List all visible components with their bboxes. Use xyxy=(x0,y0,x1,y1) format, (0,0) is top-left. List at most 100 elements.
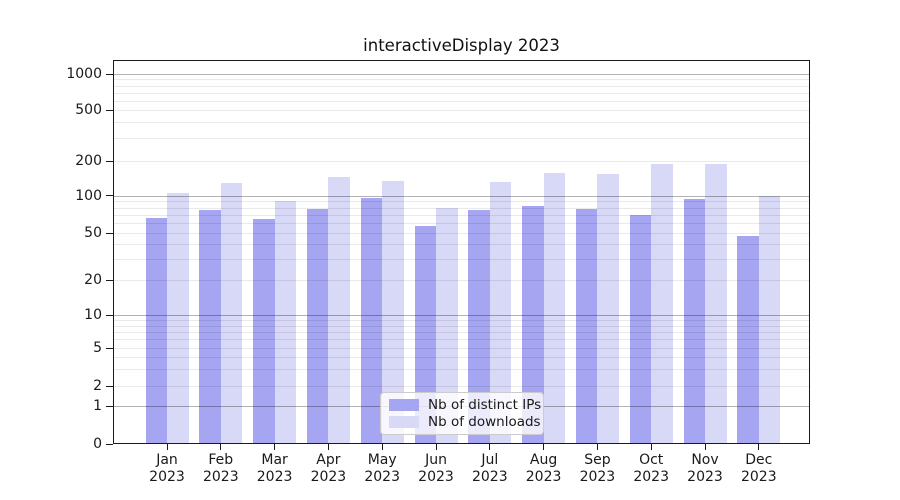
gridline-minor xyxy=(113,201,810,203)
x-axis-tick xyxy=(758,444,760,450)
bar xyxy=(489,182,512,444)
x-tick-label: Dec 2023 xyxy=(740,452,777,485)
y-axis-tick xyxy=(106,443,113,445)
y-axis-tick xyxy=(106,232,113,234)
gridline-minor xyxy=(113,223,810,225)
gridline-minor xyxy=(113,325,810,327)
bar xyxy=(274,200,297,444)
y-axis-tick xyxy=(106,279,113,281)
y-axis-tick xyxy=(106,160,113,162)
x-axis-tick xyxy=(650,444,652,450)
bar xyxy=(306,208,329,444)
x-tick-label: Mar 2023 xyxy=(256,452,293,485)
gridline-minor xyxy=(113,85,810,87)
legend: Nb of distinct IPs Nb of downloads xyxy=(380,392,544,435)
legend-label: Nb of distinct IPs xyxy=(428,396,542,413)
x-axis-tick xyxy=(489,444,491,450)
x-axis-tick xyxy=(381,444,383,450)
x-axis-tick xyxy=(220,444,222,450)
bar xyxy=(145,217,167,444)
x-tick-label: Oct 2023 xyxy=(633,452,669,485)
gridline-minor xyxy=(113,331,810,333)
bar xyxy=(705,164,727,444)
x-axis-tick xyxy=(274,444,276,450)
gridline-minor xyxy=(113,348,810,349)
y-axis-tick xyxy=(106,314,113,316)
x-axis-tick xyxy=(166,444,168,450)
y-axis-tick xyxy=(106,347,113,349)
bar xyxy=(522,206,544,444)
legend-item-distinct-ips: Nb of distinct IPs xyxy=(389,397,541,413)
gridline-minor xyxy=(113,214,810,216)
x-tick-label: Aug 2023 xyxy=(525,452,562,485)
bar xyxy=(737,236,759,444)
bar xyxy=(253,218,275,444)
y-axis-tick xyxy=(106,405,113,407)
gridline-minor xyxy=(113,320,810,322)
gridline-minor xyxy=(113,92,810,94)
bar xyxy=(597,174,619,444)
x-tick-label: Nov 2023 xyxy=(687,452,723,485)
gridline-minor xyxy=(113,357,810,359)
gridline-minor xyxy=(113,386,810,387)
gridline-minor xyxy=(113,110,810,111)
gridline-major xyxy=(113,195,810,197)
x-axis-tick xyxy=(327,444,330,450)
y-tick-label: 500 xyxy=(75,102,102,118)
y-tick-label: 5 xyxy=(93,340,102,356)
y-tick-label: 20 xyxy=(84,272,102,288)
gridline-major xyxy=(113,315,810,316)
y-tick-label: 50 xyxy=(84,225,102,241)
gridline-minor xyxy=(113,369,810,371)
gridline-major xyxy=(113,74,810,75)
x-axis-tick xyxy=(543,444,545,450)
y-tick-label: 0 xyxy=(93,436,102,452)
x-tick-label: Sep 2023 xyxy=(579,452,616,485)
bar xyxy=(629,214,652,444)
bar xyxy=(543,173,566,444)
y-tick-label: 2 xyxy=(93,378,102,394)
gridline-minor xyxy=(113,161,810,162)
bar xyxy=(651,163,673,444)
bar xyxy=(436,207,458,444)
gridline-minor xyxy=(113,233,810,234)
gridline-minor xyxy=(113,280,810,281)
gridline-minor xyxy=(113,100,810,102)
y-axis-tick xyxy=(106,73,113,75)
x-tick-label: Apr 2023 xyxy=(310,452,347,485)
bar xyxy=(758,196,781,444)
legend-swatch-distinct-ips xyxy=(389,398,419,411)
gridline-minor xyxy=(113,207,810,209)
legend-label: Nb of downloads xyxy=(428,414,541,431)
gridline-minor xyxy=(113,122,810,124)
bar xyxy=(468,210,490,444)
bar xyxy=(414,225,436,444)
x-tick-label: Jun 2023 xyxy=(418,452,454,485)
chart-title: interactiveDisplay 2023 xyxy=(363,36,560,55)
y-axis-tick xyxy=(106,385,113,387)
x-axis-tick xyxy=(435,444,437,450)
bar xyxy=(328,176,350,444)
bar xyxy=(167,192,189,444)
x-tick-label: Feb 2023 xyxy=(202,452,239,485)
x-tick-label: Jul 2023 xyxy=(471,452,508,485)
bar xyxy=(360,197,383,444)
y-tick-label: 1000 xyxy=(66,66,102,82)
x-tick-label: May 2023 xyxy=(364,452,400,485)
bar xyxy=(199,210,221,444)
y-axis-tick xyxy=(106,195,113,197)
gridline-minor xyxy=(113,339,810,341)
bar xyxy=(683,198,705,444)
bar xyxy=(220,183,243,444)
x-tick-label: Jan 2023 xyxy=(149,452,185,485)
gridline-minor xyxy=(113,138,810,140)
y-tick-label: 10 xyxy=(84,307,102,323)
y-axis-tick xyxy=(106,109,113,111)
bar xyxy=(382,180,404,444)
bar xyxy=(575,208,598,444)
gridline-minor xyxy=(113,244,810,246)
x-axis-tick xyxy=(596,444,599,450)
gridline-minor xyxy=(113,259,810,261)
y-tick-label: 200 xyxy=(75,153,102,169)
